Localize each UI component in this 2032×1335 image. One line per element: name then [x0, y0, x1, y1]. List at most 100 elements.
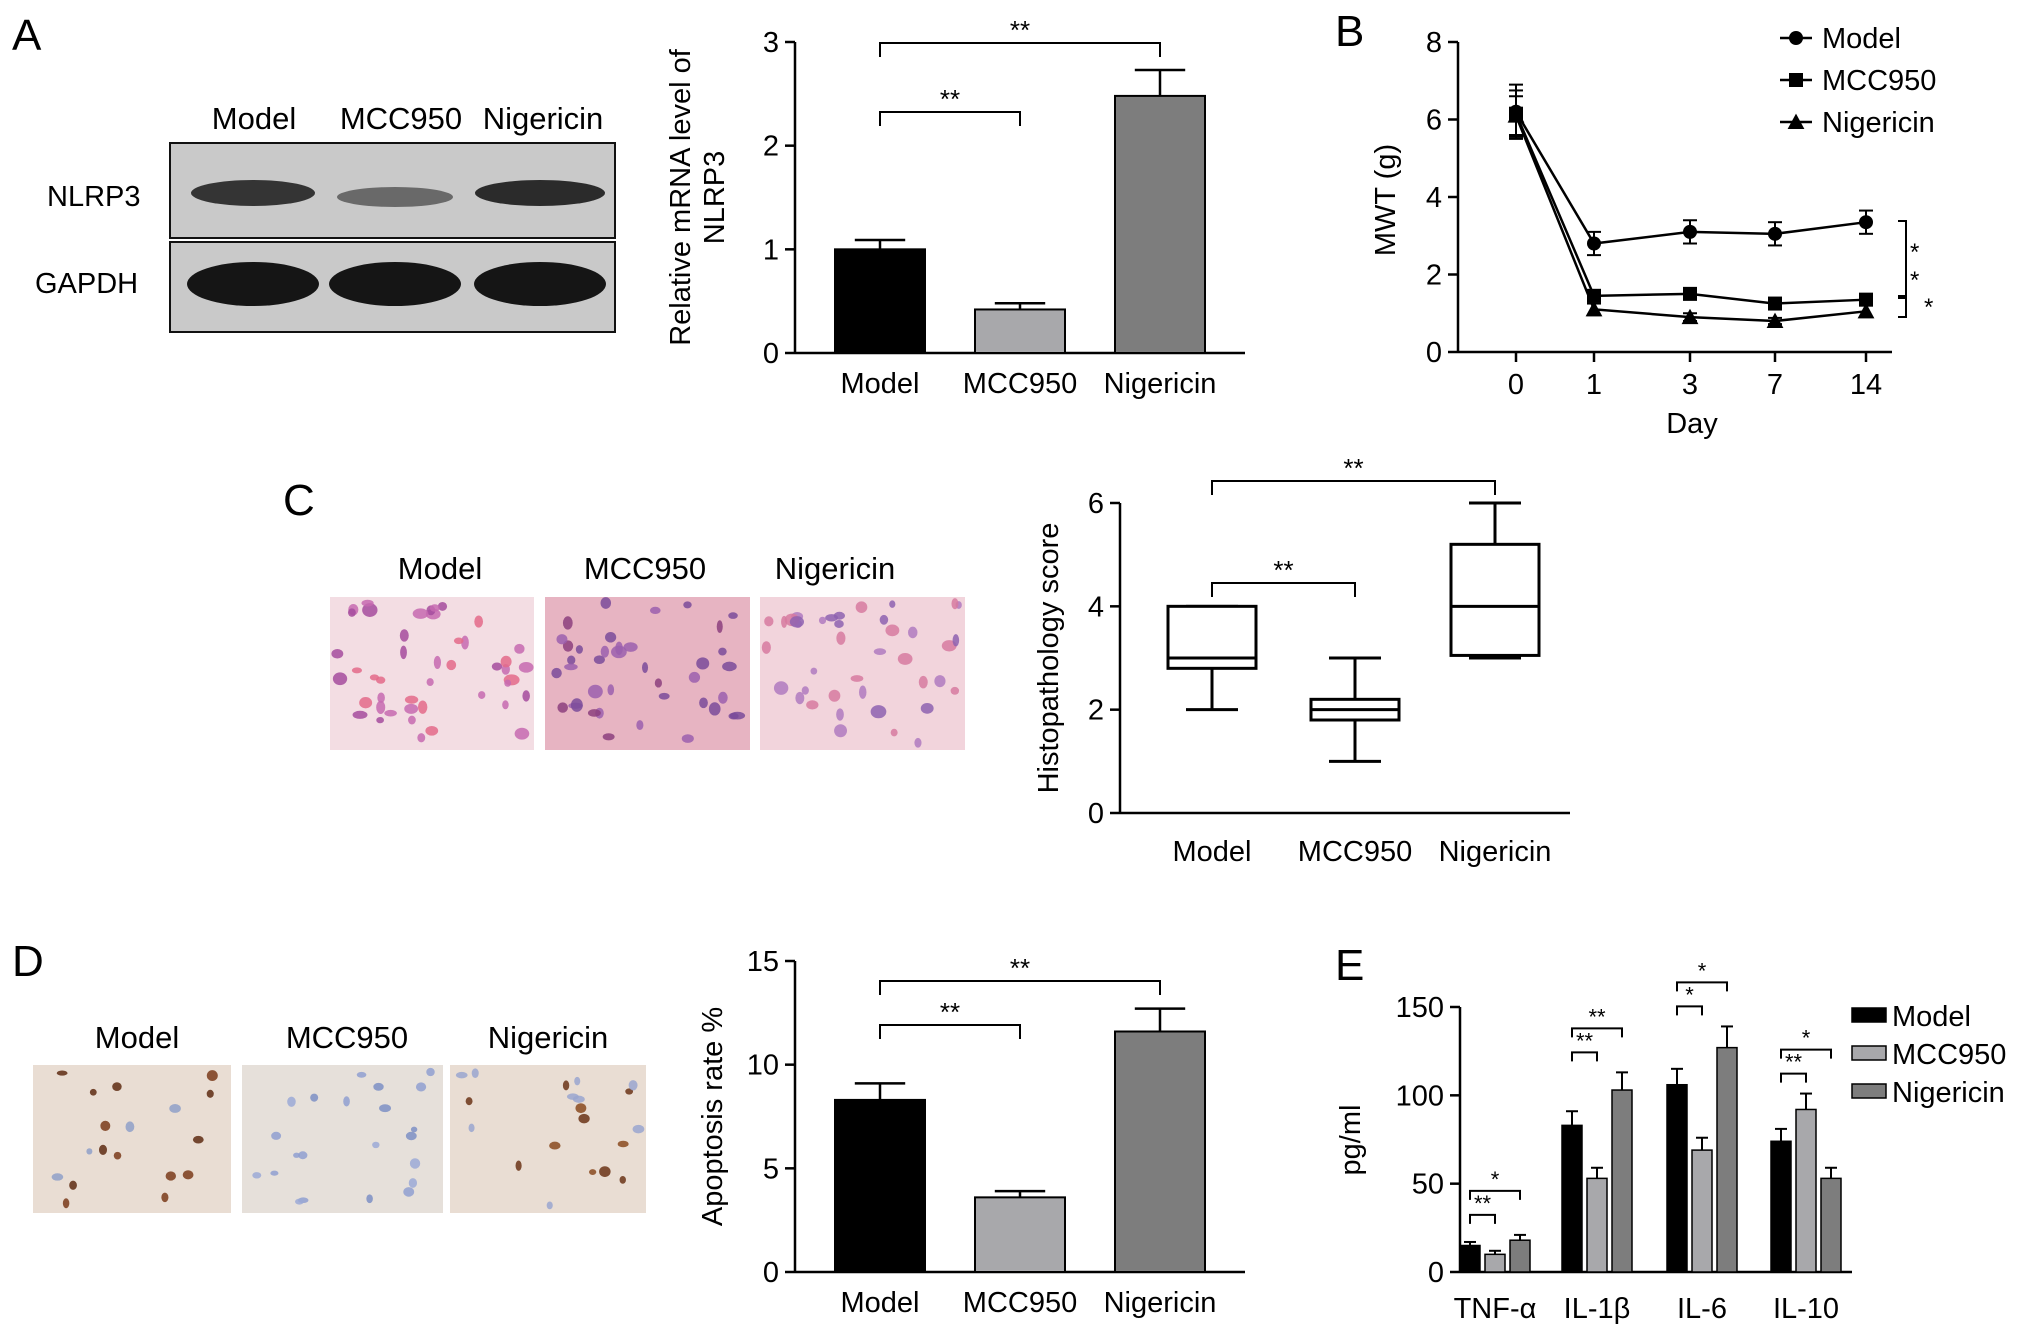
- significance-label: **: [1273, 555, 1293, 585]
- bar-nigericin: [1114, 94, 1206, 354]
- ihc-label-mcc950: MCC950: [286, 1020, 408, 1055]
- panel-label-e: E: [1335, 941, 1364, 990]
- nucleus: [908, 626, 918, 639]
- ihc-micrographs: Model MCC950 Nigericin: [33, 1020, 646, 1213]
- legend-swatch-mcc950: [1851, 1045, 1887, 1061]
- nucleus: [471, 1068, 479, 1078]
- nucleus: [795, 691, 805, 705]
- nucleus: [478, 691, 486, 699]
- blot-band-gapdh-model: [187, 262, 319, 306]
- significance-bracket: [1780, 1072, 1807, 1083]
- nucleus: [379, 1104, 392, 1113]
- significance-label: *: [1802, 1026, 1811, 1051]
- y-tick-label: 0: [763, 1257, 779, 1289]
- he-micrographs: Model MCC950 Nigericin: [330, 551, 965, 750]
- nucleus: [399, 629, 409, 642]
- data-point: [1859, 292, 1873, 307]
- nucleus: [412, 608, 429, 619]
- nucleus: [789, 616, 804, 628]
- nucleus: [287, 1096, 296, 1107]
- nucleus: [51, 1173, 64, 1181]
- panel-label-c: C: [283, 476, 315, 525]
- nucleus: [415, 1082, 427, 1092]
- data-point: [1859, 215, 1873, 230]
- nucleus: [885, 624, 900, 637]
- significance-bracket: [1469, 1213, 1496, 1224]
- nucleus: [465, 1097, 473, 1106]
- bar-mcc950: [1484, 1253, 1506, 1273]
- blot-band-gapdh-nigericin: [474, 262, 606, 306]
- y-tick-label: 4: [1426, 182, 1442, 214]
- nucleus: [366, 1194, 373, 1204]
- blot-band-nlrp3-nigericin: [475, 180, 605, 206]
- blot-row-label-nlrp3: NLRP3: [47, 181, 141, 213]
- nucleus: [818, 616, 827, 625]
- nucleus: [834, 724, 848, 738]
- bar-model: [1770, 1140, 1792, 1273]
- nucleus: [384, 709, 397, 717]
- nucleus: [502, 700, 509, 710]
- nucleus: [369, 674, 379, 681]
- nucleus: [437, 601, 448, 611]
- nucleus: [619, 1176, 626, 1184]
- y-tick-label: 1: [763, 234, 779, 266]
- nucleus: [331, 648, 344, 659]
- nucleus: [642, 662, 649, 674]
- bar-mcc950: [1691, 1149, 1713, 1273]
- nucleus: [504, 679, 512, 687]
- ihc-image-nigericin: [450, 1065, 646, 1213]
- nucleus: [468, 1123, 475, 1133]
- nucleus: [836, 631, 846, 645]
- nucleus: [417, 733, 426, 743]
- nucleus: [376, 700, 386, 714]
- y-axis-label: pg/ml: [1335, 1105, 1367, 1176]
- significance-label: *: [1698, 958, 1707, 983]
- bar-nigericin: [1114, 1030, 1206, 1273]
- significance-bracket: [1676, 1005, 1703, 1016]
- nucleus: [206, 1089, 214, 1098]
- bar-model: [1666, 1083, 1688, 1273]
- nucleus: [270, 1170, 279, 1176]
- nucleus: [125, 1121, 135, 1133]
- y-tick-label: 0: [1426, 337, 1442, 369]
- y-tick-label: 6: [1426, 105, 1442, 137]
- nucleus: [632, 1124, 645, 1134]
- blot-row-label-gapdh: GAPDH: [35, 268, 138, 300]
- box-mcc950: [1309, 656, 1401, 763]
- nucleus: [551, 667, 562, 679]
- bar-mcc950: [974, 308, 1066, 354]
- nucleus: [377, 692, 385, 703]
- nucleus: [400, 645, 407, 660]
- nucleus: [556, 634, 568, 645]
- nucleus: [433, 655, 442, 670]
- series-line: [1514, 113, 1867, 305]
- data-point: [1681, 308, 1699, 325]
- nucleus: [897, 653, 913, 665]
- bar-mcc950: [974, 1196, 1066, 1273]
- nucleus: [408, 715, 416, 725]
- nucleus: [716, 620, 723, 633]
- data-point: [1507, 107, 1525, 123]
- nucleus: [403, 1187, 415, 1197]
- blot-band-nlrp3-model: [191, 180, 315, 206]
- nucleus: [914, 737, 922, 748]
- data-point: [1857, 302, 1875, 319]
- significance-bracket: [1571, 1027, 1623, 1038]
- he-label-nigericin: Nigericin: [775, 551, 896, 586]
- mrna-bar-chart: 0 1 2 3 Model MCC950 Nigericin ** ** Relative mRN…: [665, 15, 1245, 400]
- nucleus: [806, 700, 819, 710]
- nucleus: [474, 615, 484, 628]
- y-tick-label: 100: [1396, 1080, 1444, 1112]
- nucleus: [518, 661, 534, 673]
- series-model: [1509, 83, 1873, 257]
- bar-nigericin: [1820, 1177, 1842, 1273]
- nucleus: [347, 608, 356, 617]
- x-tick-label: TNF-α: [1454, 1293, 1537, 1325]
- nucleus: [62, 1198, 70, 1209]
- legend-label: Model: [1892, 1001, 1971, 1033]
- x-tick-label: Nigericin: [1439, 836, 1552, 868]
- x-tick-label: MCC950: [1298, 836, 1412, 868]
- he-cell-nuclei: [331, 597, 962, 748]
- nucleus: [426, 1067, 435, 1077]
- data-point: [1585, 300, 1603, 317]
